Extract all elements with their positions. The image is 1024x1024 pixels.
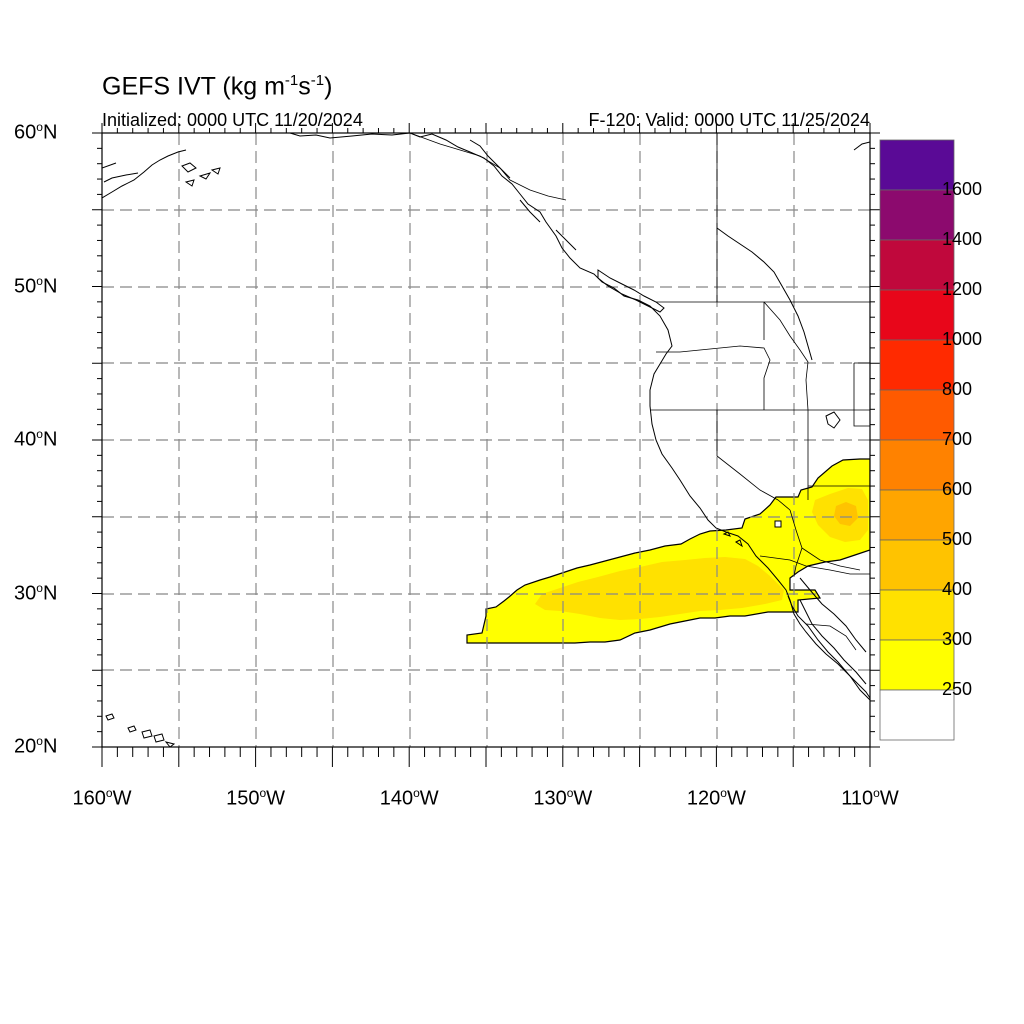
colorbar-swatch	[879, 689, 955, 741]
lon-label: 120oW	[686, 786, 746, 810]
lon-label: 110oW	[841, 786, 899, 810]
colorbar-level-label: 1000	[942, 329, 983, 349]
colorbar-level-label: 700	[942, 429, 973, 449]
colorbar-swatch	[879, 489, 955, 541]
hudson-bay-coast	[716, 141, 870, 361]
hawaii-islands	[105, 713, 176, 747]
mexico-state-lines	[801, 547, 861, 651]
colorbar-level-label: 600	[942, 479, 973, 499]
colorbar-swatch	[879, 539, 955, 591]
axis-ticks	[92, 123, 880, 767]
colorbar-level-label: 1200	[942, 279, 983, 299]
us-mexico-border	[759, 555, 870, 575]
colorbar-level-label: 800	[942, 379, 973, 399]
channel-islands	[722, 531, 743, 548]
alaska-islands	[181, 162, 221, 187]
lon-label: 160oW	[72, 786, 132, 810]
lat-label: 60oN	[14, 120, 58, 144]
lat-label: 50oN	[14, 273, 58, 298]
map-title: GEFS IVT (kg m-1s-1)	[102, 72, 333, 101]
lon-label: 150oW	[226, 786, 286, 810]
great-salt-lake	[825, 411, 841, 429]
ivt-hole	[774, 520, 782, 528]
political-boundaries	[409, 133, 870, 651]
lat-label: 20oN	[14, 734, 58, 758]
lat-label: 40oN	[14, 427, 58, 451]
lon-label: 130oW	[533, 786, 593, 810]
colorbar-swatch	[879, 239, 955, 291]
colorbar-level-label: 250	[942, 679, 973, 699]
washington-oregon	[656, 345, 771, 410]
lon-label: 140oW	[379, 786, 439, 810]
colorbar-swatch	[879, 589, 955, 641]
vancouver-island	[597, 269, 665, 313]
gulf-of-california	[799, 577, 867, 653]
colorbar-swatch	[879, 389, 955, 441]
colorbar-level-label: 1600	[942, 179, 983, 199]
coastlines	[102, 133, 870, 747]
wyoming-box	[853, 362, 870, 427]
baja-coast	[787, 595, 870, 701]
ivt-400-spot	[834, 502, 858, 526]
alaska-border	[409, 133, 567, 201]
colorbar-level-label: 500	[942, 529, 973, 549]
colorbar-swatch	[879, 189, 955, 241]
idaho-line	[763, 301, 809, 411]
init-time-label: Initialized: 0000 UTC 11/20/2024	[102, 110, 363, 130]
canada-province-border	[716, 133, 765, 340]
colorbar-level-label: 400	[942, 579, 973, 599]
lat-label: 30oN	[14, 580, 58, 605]
ivt-shading	[466, 458, 870, 644]
colorbar-level-label: 300	[942, 629, 973, 649]
bc-inlets	[469, 139, 577, 251]
ivt-300-region	[535, 557, 784, 620]
lat-lon-grid	[102, 133, 870, 747]
colorbar-swatch	[879, 639, 955, 691]
colorbar	[879, 139, 955, 741]
alaska-peninsula-coast	[102, 149, 187, 199]
nevada-california	[716, 410, 791, 511]
colorbar-swatch	[879, 139, 955, 191]
colorbar-level-label: 1400	[942, 229, 983, 249]
valid-time-label: F-120: Valid: 0000 UTC 11/25/2024	[588, 110, 870, 130]
colorbar-swatch	[879, 439, 955, 491]
colorbar-swatch	[879, 339, 955, 391]
